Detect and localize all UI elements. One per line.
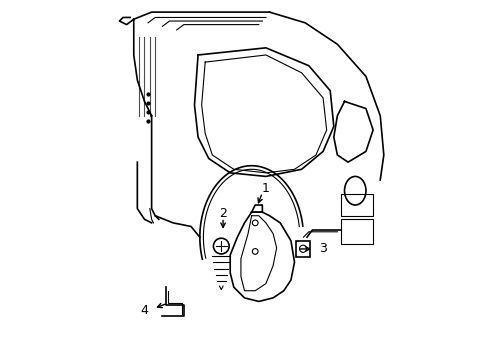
Text: 4: 4 [140,304,148,317]
Text: 1: 1 [261,183,268,195]
Text: 3: 3 [319,242,327,256]
Bar [296,241,309,257]
Text: 2: 2 [219,207,226,220]
